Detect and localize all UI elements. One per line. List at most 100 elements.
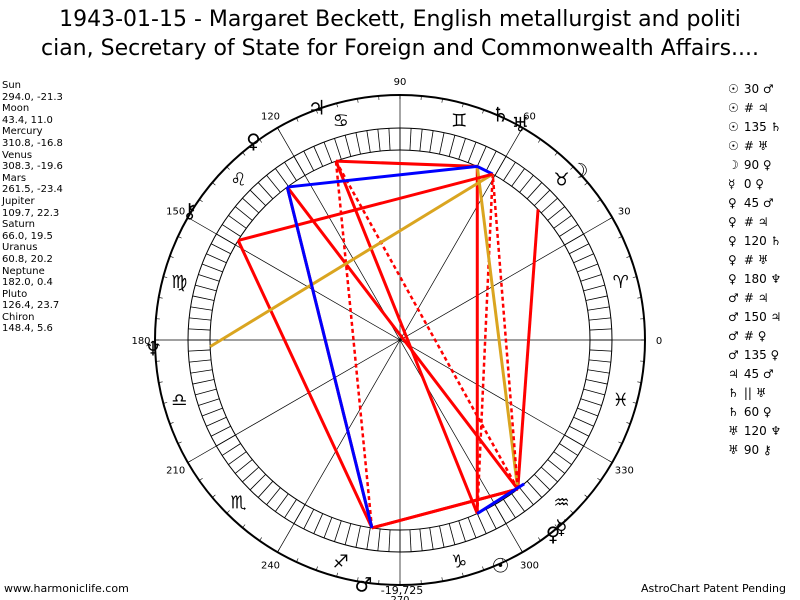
aspect-row: ☉ 135 ♄ (728, 118, 781, 137)
degree-tick (234, 459, 253, 474)
degree-tick (323, 517, 333, 539)
aspect-planet-1: ♀ (728, 234, 737, 248)
degree-tick (189, 317, 212, 321)
aspect-line (237, 172, 494, 242)
zodiac-sign-glyph: ♉ (554, 169, 570, 190)
outer-tick (177, 441, 182, 444)
aspect-row: ☿ 0 ♀ (728, 175, 781, 194)
aspect-planet-1: ♀ (728, 215, 737, 229)
degree-tick (198, 398, 220, 406)
aspect-planet-2: ♀ (755, 177, 765, 191)
planet-coords: 182.0, 0.4 (2, 277, 53, 289)
planet-glyph: ♅ (512, 112, 530, 136)
aspect-row: ☉ # ♃ (728, 99, 781, 118)
degree-tick (485, 509, 497, 530)
aspect-angle: 135 (740, 120, 771, 134)
aspect-planet-2: ♃ (757, 101, 769, 115)
degree-tick (303, 150, 315, 171)
planet-coords: 308.3, -19.6 (2, 161, 63, 173)
degree-tick (588, 317, 611, 321)
aspect-row: ♄ || ♅ (728, 384, 781, 403)
aspect-row: ♅ 120 ♆ (728, 422, 781, 441)
zodiac-sign-glyph: ♏ (230, 493, 246, 514)
planet-coords: 126.4, 23.7 (2, 300, 60, 312)
outer-tick (199, 199, 203, 203)
planet-name: Moon (2, 103, 30, 115)
planet-coords: 294.0, -21.3 (2, 91, 63, 103)
outer-tick (537, 139, 541, 143)
degree-tick (323, 141, 333, 163)
degree-tick (511, 168, 525, 187)
planet-coords: 43.4, 11.0 (2, 114, 53, 126)
degree-tick (559, 443, 579, 456)
website-url[interactable]: www.harmoniclife.com (4, 582, 129, 595)
zodiac-sign-glyph: ♐ (333, 552, 349, 573)
planet-name: Neptune (2, 265, 45, 277)
planet-glyph: ♀ (246, 129, 261, 153)
degree-tick (580, 274, 602, 282)
degree-label: 0 (656, 336, 662, 347)
aspect-row: ♅ 90 ⚷ (728, 441, 781, 460)
planet-name: Saturn (2, 219, 36, 231)
outer-tick (163, 276, 168, 278)
planet-glyph: ♆ (144, 337, 162, 361)
degree-tick (569, 425, 590, 437)
degree-tick (526, 480, 543, 498)
planet-name: Uranus (2, 242, 38, 254)
degree-tick (210, 425, 231, 437)
degree-label: 30 (618, 207, 631, 218)
aspect-row: ☉ # ♅ (728, 137, 781, 156)
planet-glyph: ♀ (546, 522, 561, 546)
degree-tick (559, 224, 579, 237)
degree-tick (355, 525, 361, 548)
degree-tick (221, 443, 241, 456)
degree-tick (583, 284, 605, 292)
zodiac-sign-glyph: ♒ (554, 493, 570, 514)
aspect-line (209, 172, 494, 348)
degree-tick (583, 388, 605, 396)
degree-tick (439, 132, 445, 155)
outer-tick (163, 402, 168, 404)
aspect-line (286, 186, 519, 491)
degree-tick (588, 359, 611, 363)
aspect-angle: 45 (740, 367, 763, 381)
aspect-angle: 135 (740, 348, 771, 362)
aspect-angle: 120 (740, 234, 771, 248)
degree-label: 270 (390, 595, 409, 600)
degree-tick (284, 499, 297, 519)
aspect-line (285, 186, 374, 529)
degree-tick (503, 161, 516, 181)
outer-tick (462, 572, 464, 577)
degree-tick (419, 129, 423, 152)
planet-glyphs: ☉☽☿♀♂♃ ♄ ♅♆♀⚷ (144, 95, 588, 596)
aspect-planet-1: ☉ (728, 101, 739, 115)
aspect-planet-1: ☿ (728, 177, 736, 191)
degree-labels: 0 30 60 90 120 150 180 210 240 270 300 330 (131, 77, 662, 600)
aspect-angle: 120 (740, 424, 771, 438)
degree-tick (195, 284, 217, 292)
degree-tick (344, 135, 352, 157)
aspect-angle: 30 (740, 82, 763, 96)
degree-label: 60 (523, 112, 536, 123)
aspect-planet-2: ♅ (757, 139, 769, 153)
aspect-angle: # (740, 139, 758, 153)
planet-name: Mars (2, 172, 27, 184)
degree-tick (242, 197, 260, 214)
aspect-row: ☽ 90 ♀ (728, 156, 781, 175)
aspect-planet-1: ♃ (728, 367, 739, 381)
degree-tick (198, 274, 220, 282)
degree-tick (189, 359, 212, 363)
sign-glyphs: ♈ ♉ ♊ ♋ ♌ ♍ ♎ ♏ ♐ ♑ ♒ ♓ (171, 110, 629, 572)
outer-tick (632, 276, 637, 278)
outer-tick (296, 117, 299, 122)
aspect-planet-1: ♅ (728, 424, 739, 438)
bottom-value: -19,725 (381, 584, 423, 597)
outer-tick (226, 166, 230, 170)
degree-tick (249, 189, 266, 206)
degree-tick (573, 253, 594, 264)
outer-tick (482, 566, 485, 571)
outer-tick (336, 572, 338, 577)
outer-tick (226, 510, 230, 514)
aspect-line (476, 165, 494, 176)
degree-tick (589, 328, 612, 331)
